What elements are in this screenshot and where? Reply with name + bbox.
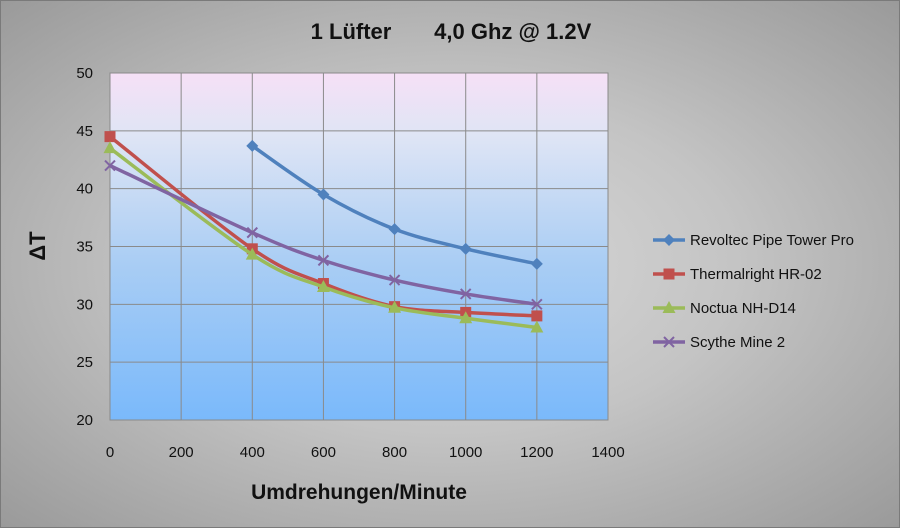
y-tick-label: 20 [76, 412, 93, 429]
x-tick-label: 1400 [591, 444, 624, 461]
x-tick-label: 200 [169, 444, 194, 461]
data-point [316, 279, 330, 292]
legend-label: Scythe Mine 2 [690, 334, 785, 351]
data-point [530, 257, 543, 270]
y-tick-label: 40 [76, 181, 93, 198]
data-point [459, 311, 473, 324]
data-point [531, 310, 543, 322]
data-point [663, 234, 675, 246]
data-point [530, 320, 544, 333]
chart-title: 1 Lüfter 4,0 Ghz @ 1.2V [310, 19, 592, 44]
y-tick-label: 45 [76, 123, 93, 140]
x-tick-label: 600 [311, 444, 336, 461]
data-point [246, 226, 258, 239]
x-tick-labels: 0 200 400 600 800 1000 1200 1400 [106, 444, 625, 461]
data-point [388, 300, 402, 313]
legend-label: Revoltec Pipe Tower Pro [690, 232, 854, 249]
data-point [531, 298, 543, 311]
data-point [388, 274, 401, 286]
x-tick-label: 0 [106, 444, 114, 461]
legend-item: Revoltec Pipe Tower Pro [653, 232, 854, 249]
data-point [459, 242, 472, 255]
legend-label: Noctua NH-D14 [690, 300, 796, 317]
x-tick-label: 400 [240, 444, 265, 461]
legend-item: Scythe Mine 2 [653, 334, 785, 351]
data-point [246, 139, 259, 152]
y-tick-labels: 20 25 30 35 40 45 50 [76, 65, 93, 429]
series-revoltec-pipe-tower-pro [246, 139, 543, 270]
data-point [245, 247, 259, 260]
series-group [103, 131, 544, 333]
legend: Revoltec Pipe Tower Pro Thermalright HR-0… [653, 232, 854, 351]
data-point [388, 223, 401, 236]
data-point [317, 188, 330, 201]
data-point [104, 159, 116, 172]
y-tick-label: 30 [76, 296, 93, 313]
x-tick-label: 800 [382, 444, 407, 461]
data-point [103, 141, 117, 154]
data-point [104, 131, 116, 143]
series-noctua-nh-d14 [103, 141, 544, 333]
y-axis-title: ΔT [25, 231, 50, 261]
y-tick-label: 25 [76, 354, 93, 371]
data-point [317, 254, 330, 267]
legend-label: Thermalright HR-02 [690, 266, 822, 283]
x-axis-title: Umdrehungen/Minute [251, 481, 467, 504]
y-tick-label: 50 [76, 65, 93, 82]
y-tick-label: 35 [76, 239, 93, 256]
x-tick-label: 1000 [449, 444, 482, 461]
data-point [662, 301, 676, 313]
legend-item: Noctua NH-D14 [653, 300, 796, 317]
x-tick-label: 1200 [520, 444, 553, 461]
data-point [460, 288, 472, 300]
data-point [663, 336, 675, 348]
series-scythe-mine-2 [104, 159, 543, 311]
data-point [663, 268, 675, 280]
legend-item: Thermalright HR-02 [653, 266, 822, 283]
